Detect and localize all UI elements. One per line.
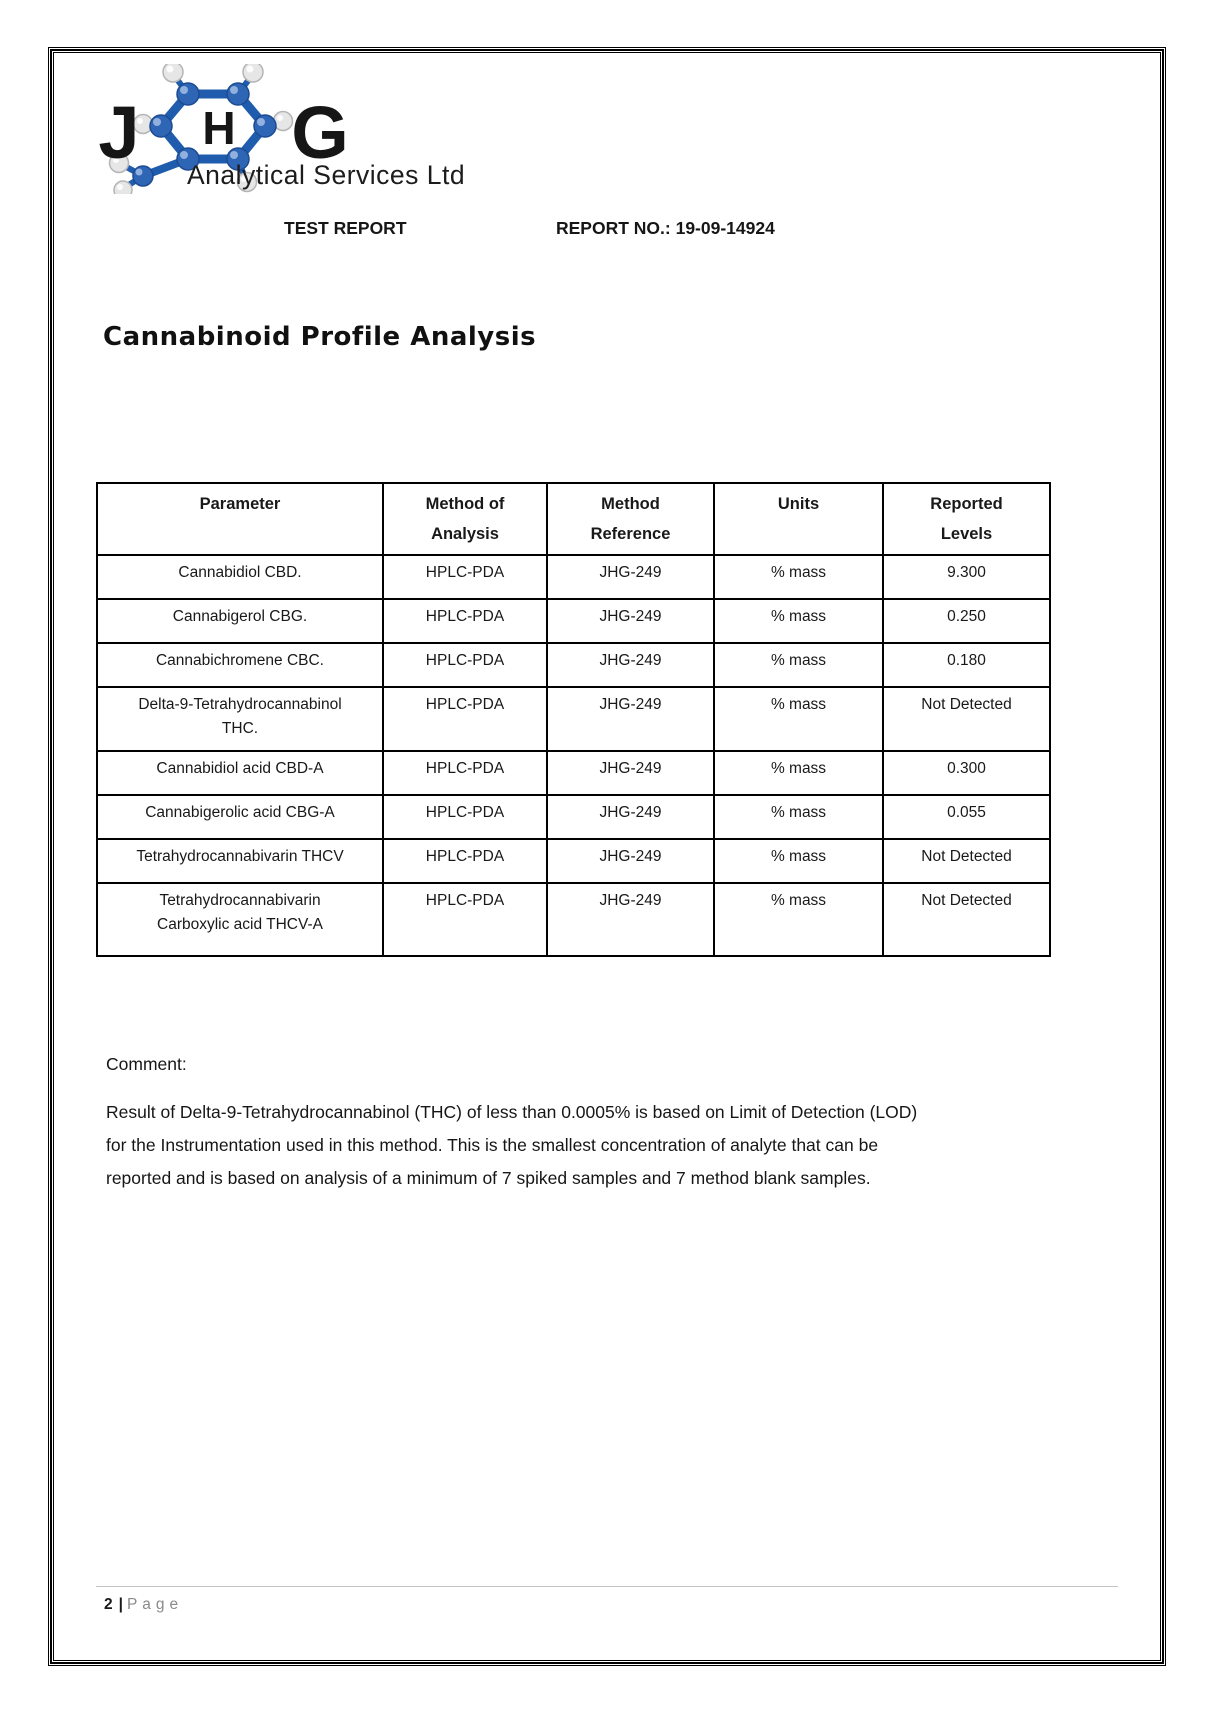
cannabinoid-results-table: Parameter Method of Analysis Method Refe… (96, 482, 1051, 957)
col-header-parameter: Parameter (96, 482, 384, 556)
table-row: Delta-9-Tetrahydrocannabinol THC. HPLC-P… (96, 686, 1051, 752)
cell-level: Not Detected (882, 686, 1051, 752)
cell-parameter: Delta-9-Tetrahydrocannabinol THC. (96, 686, 384, 752)
col-header-reported-levels: Reported Levels (882, 482, 1051, 556)
cell-method: HPLC-PDA (382, 750, 548, 796)
logo-letter-g: G (291, 91, 349, 174)
page-border: J H G Analytical Services Ltd TEST REPOR… (48, 47, 1166, 1666)
page-footer: 2 | Page (104, 1596, 183, 1614)
cell-parameter: Cannabigerol CBG. (96, 598, 384, 644)
table-row: Cannabidiol CBD. HPLC-PDA JHG-249 % mass… (96, 554, 1051, 600)
cell-units: % mass (713, 598, 884, 644)
col-header-method-of-analysis: Method of Analysis (382, 482, 548, 556)
cell-units: % mass (713, 642, 884, 688)
report-number: REPORT NO.: 19-09-14924 (556, 218, 775, 238)
cell-level: Not Detected (882, 882, 1051, 957)
cell-reference: JHG-249 (546, 686, 715, 752)
cell-reference: JHG-249 (546, 838, 715, 884)
jhg-logo: J H G Analytical Services Ltd (99, 64, 465, 194)
logo-subtitle: Analytical Services Ltd (187, 160, 465, 190)
cell-reference: JHG-249 (546, 642, 715, 688)
col-header-units: Units (713, 482, 884, 556)
cell-reference: JHG-249 (546, 554, 715, 600)
cell-level: 9.300 (882, 554, 1051, 600)
cell-parameter: Cannabidiol CBD. (96, 554, 384, 600)
cell-method: HPLC-PDA (382, 838, 548, 884)
cell-units: % mass (713, 882, 884, 957)
table-row: Cannabigerolic acid CBG-A HPLC-PDA JHG-2… (96, 794, 1051, 840)
table-row: Tetrahydrocannabivarin THCV HPLC-PDA JHG… (96, 838, 1051, 884)
cell-level: 0.055 (882, 794, 1051, 840)
cell-method: HPLC-PDA (382, 598, 548, 644)
cell-level: 0.300 (882, 750, 1051, 796)
cell-units: % mass (713, 794, 884, 840)
cell-method: HPLC-PDA (382, 554, 548, 600)
molecule-graphic (108, 64, 294, 194)
report-header-row: TEST REPORT REPORT NO.: 19-09-14924 (55, 218, 1159, 244)
table-row: Tetrahydrocannabivarin Carboxylic acid T… (96, 882, 1051, 957)
footer-page-label: Page (126, 1596, 184, 1613)
comment-text: Result of Delta-9-Tetrahydrocannabinol (… (106, 1102, 918, 1188)
cell-level: Not Detected (882, 838, 1051, 884)
col-header-method-reference: Method Reference (546, 482, 715, 556)
cell-method: HPLC-PDA (382, 642, 548, 688)
cell-parameter: Cannabichromene CBC. (96, 642, 384, 688)
page-content: J H G Analytical Services Ltd TEST REPOR… (55, 54, 1159, 1659)
cell-units: % mass (713, 838, 884, 884)
cell-parameter: Tetrahydrocannabivarin THCV (96, 838, 384, 884)
cell-reference: JHG-249 (546, 598, 715, 644)
footer-separator: | (118, 1596, 123, 1613)
cell-parameter: Cannabigerolic acid CBG-A (96, 794, 384, 840)
table-header-row: Parameter Method of Analysis Method Refe… (96, 482, 1051, 556)
cell-method: HPLC-PDA (382, 794, 548, 840)
footer-divider (96, 1586, 1118, 1587)
cell-units: % mass (713, 686, 884, 752)
cell-method: HPLC-PDA (382, 686, 548, 752)
page-title: Cannabinoid Profile Analysis (103, 322, 537, 352)
cell-level: 0.180 (882, 642, 1051, 688)
cell-reference: JHG-249 (546, 882, 715, 957)
comment-label: Comment: (106, 1054, 187, 1074)
cell-reference: JHG-249 (546, 750, 715, 796)
footer-page-number: 2 (104, 1596, 113, 1613)
cell-reference: JHG-249 (546, 794, 715, 840)
logo-letter-h: H (202, 102, 235, 154)
cell-units: % mass (713, 554, 884, 600)
cell-method: HPLC-PDA (382, 882, 548, 957)
cell-parameter: Cannabidiol acid CBD-A (96, 750, 384, 796)
cell-parameter: Tetrahydrocannabivarin Carboxylic acid T… (96, 882, 384, 957)
table-row: Cannabichromene CBC. HPLC-PDA JHG-249 % … (96, 642, 1051, 688)
logo-letter-j: J (99, 91, 140, 174)
cell-units: % mass (713, 750, 884, 796)
table-row: Cannabigerol CBG. HPLC-PDA JHG-249 % mas… (96, 598, 1051, 644)
test-report-label: TEST REPORT (284, 218, 407, 238)
table-row: Cannabidiol acid CBD-A HPLC-PDA JHG-249 … (96, 750, 1051, 796)
cell-level: 0.250 (882, 598, 1051, 644)
